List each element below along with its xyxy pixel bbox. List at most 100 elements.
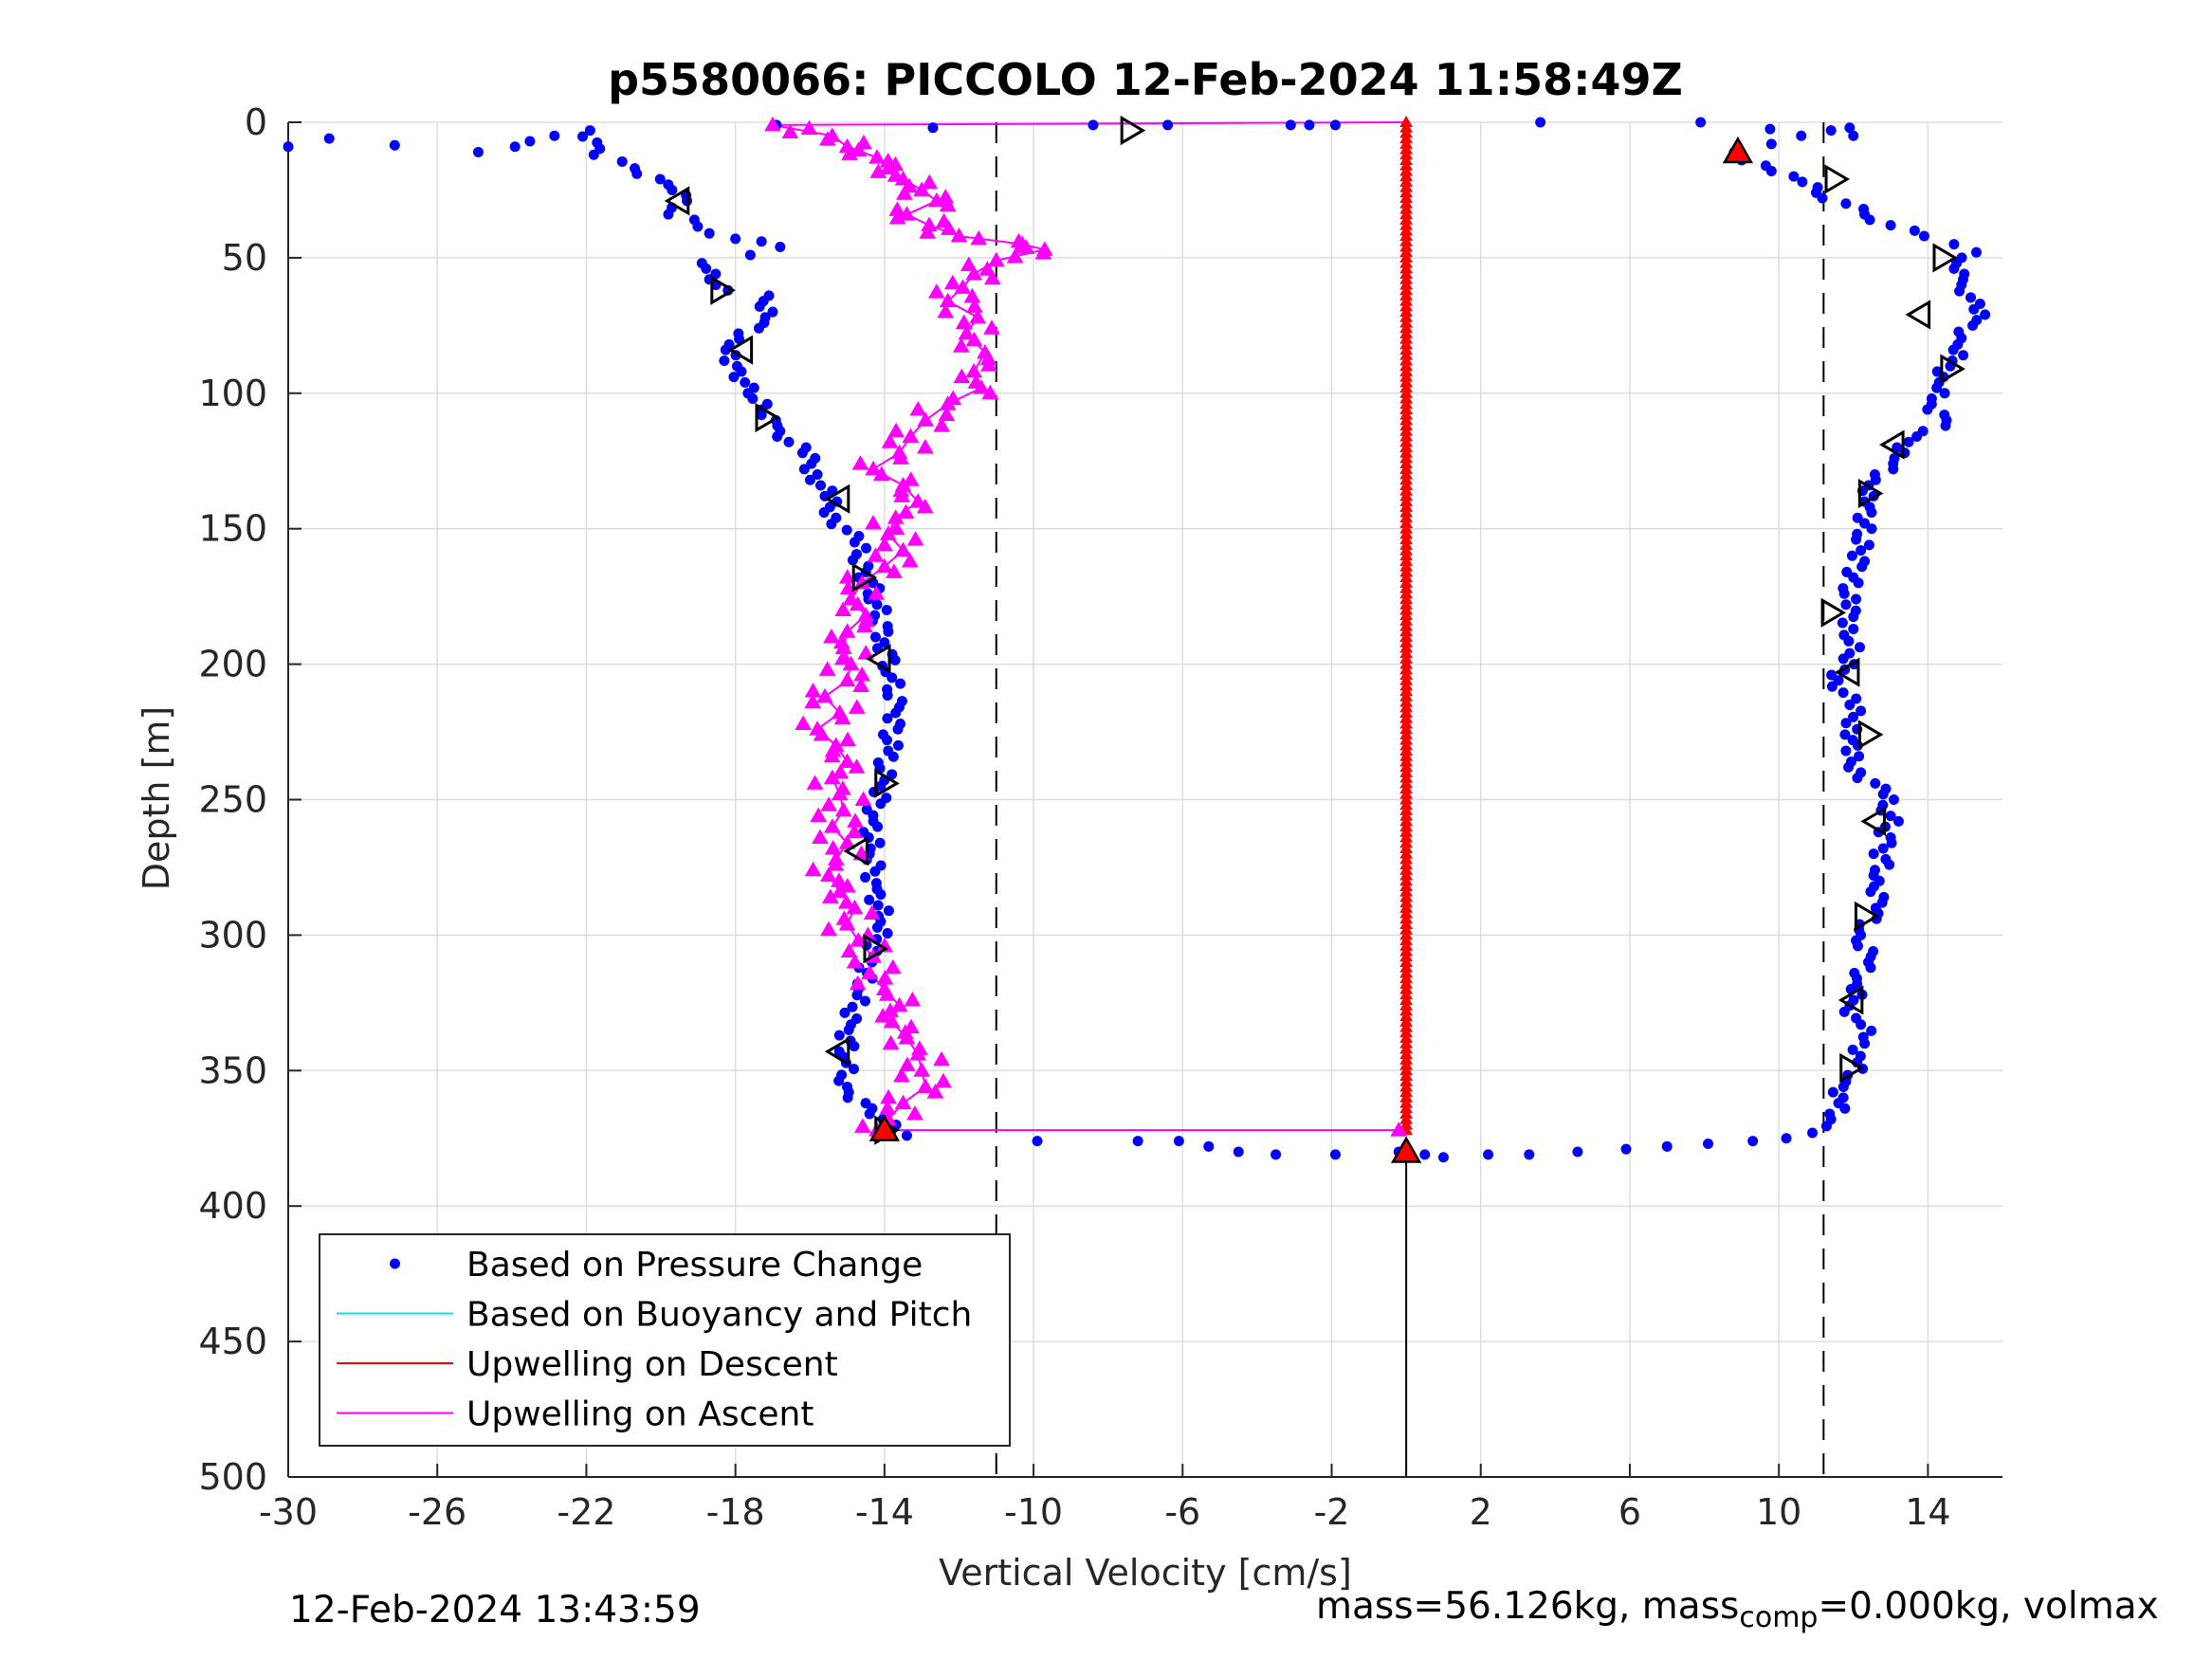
pressure-change-dot — [870, 878, 882, 889]
pressure-change-dot — [1885, 811, 1896, 822]
pressure-change-dot — [1878, 891, 1890, 902]
pressure-change-dot — [1965, 292, 1977, 303]
pressure-change-dot — [1839, 1103, 1851, 1114]
ascent-upwelling-marker — [913, 181, 931, 196]
pressure-change-dot — [860, 871, 871, 883]
ascent-upwelling-marker — [876, 536, 893, 552]
ascent-upwelling-marker — [909, 493, 927, 508]
ascent-upwelling-marker — [894, 1094, 912, 1110]
ascent-upwelling-marker — [869, 163, 887, 178]
ascent-upwelling-marker — [823, 769, 841, 785]
pressure-change-dot — [804, 474, 815, 485]
pressure-change-dot — [1845, 756, 1856, 767]
ascent-upwelling-marker — [879, 525, 897, 540]
pressure-change-dot — [744, 249, 756, 261]
pressure-change-dot — [663, 179, 674, 191]
pressure-change-dot — [1765, 138, 1777, 150]
pressure-change-dot — [584, 125, 595, 137]
pressure-change-dot — [1764, 123, 1776, 135]
ascent-upwelling-marker — [894, 171, 912, 186]
ascent-upwelling-marker — [939, 292, 957, 308]
ascent-upwelling-marker — [901, 552, 919, 568]
pressure-change-dot — [847, 555, 858, 566]
pressure-change-dot — [1661, 1140, 1673, 1152]
ascent-upwelling-marker — [882, 1034, 900, 1050]
pressure-change-dot — [839, 1007, 850, 1018]
ascent-upwelling-marker — [810, 807, 828, 823]
pressure-change-dot — [1781, 1133, 1792, 1144]
ascent-upwelling-marker — [941, 220, 958, 235]
ascent-upwelling-marker — [846, 953, 864, 969]
mass-text: mass=56.126kg, mass — [1316, 1585, 1740, 1628]
ascent-upwelling-marker — [827, 856, 845, 871]
ascent-upwelling-marker — [904, 991, 922, 1007]
pressure-change-dot — [1853, 577, 1864, 589]
pressure-change-dot — [719, 356, 730, 367]
pressure-change-dot — [1304, 119, 1315, 131]
pressure-change-dot — [883, 905, 894, 917]
x-tick-label: -22 — [557, 1491, 615, 1533]
ascent-upwelling-marker — [838, 671, 856, 687]
pressure-change-dot — [841, 524, 852, 536]
ascent-upwelling-marker — [831, 883, 849, 899]
ascent-upwelling-marker — [950, 228, 968, 243]
pressure-change-dot — [882, 713, 893, 724]
ascent-upwelling-marker — [978, 261, 996, 276]
ascent-upwelling-marker — [818, 131, 836, 146]
y-tick-label: 300 — [198, 914, 267, 956]
ascent-upwelling-marker — [921, 173, 939, 190]
sample-marker — [1940, 354, 1965, 384]
ascent-upwelling-marker — [955, 314, 973, 329]
ascent-upwelling-marker — [969, 308, 986, 324]
pressure-change-dot — [1329, 119, 1341, 131]
ascent-upwelling-marker — [927, 283, 945, 299]
ascent-upwelling-marker — [820, 866, 837, 883]
ascent-upwelling-marker — [872, 465, 890, 482]
pressure-change-dot — [1796, 130, 1807, 141]
ascent-upwelling-marker — [958, 324, 976, 340]
x-axis-label: Vertical Velocity [cm/s] — [939, 1552, 1352, 1594]
pressure-change-dot — [1858, 203, 1870, 214]
legend-label: Upwelling on Descent — [466, 1345, 838, 1384]
pressure-change-dot — [728, 372, 740, 383]
pressure-change-dot — [1892, 815, 1904, 827]
pressure-change-dots — [283, 117, 1991, 1163]
pressure-change-dot — [806, 458, 817, 469]
ascent-upwelling-marker — [846, 823, 864, 839]
ascent-upwelling-marker — [896, 185, 913, 200]
ascent-upwelling-marker — [886, 563, 903, 578]
pressure-change-dot — [1695, 117, 1707, 128]
pressure-change-dot — [1847, 1044, 1858, 1055]
ascent-upwelling-marker — [863, 904, 881, 921]
ascent-upwelling-marker — [1390, 1121, 1408, 1137]
pressure-change-dot — [1747, 1136, 1759, 1147]
ascent-upwelling-marker — [893, 1067, 910, 1083]
ascent-upwelling-marker — [879, 986, 896, 1001]
legend-items: Based on Pressure Change Based on Buoyanc… — [337, 1246, 972, 1434]
pressure-change-dot — [1885, 220, 1896, 231]
ascent-upwelling-marker — [852, 677, 870, 692]
pressure-change-dot — [1869, 881, 1880, 892]
footer-mass-info: mass=56.126kg, masscomp=0.000kg, volmax — [1316, 1585, 2159, 1634]
pressure-change-dot — [869, 631, 881, 643]
apogee-marker — [1390, 1136, 1422, 1163]
pressure-change-dot — [879, 637, 890, 648]
sample-marker — [1837, 985, 1864, 1015]
ascent-upwelling-marker — [804, 693, 822, 709]
pressure-change-dot — [1826, 669, 1837, 681]
pressure-change-dot — [895, 678, 906, 689]
pressure-change-dot — [1922, 404, 1933, 415]
ascent-upwelling-marker — [818, 661, 836, 676]
pressure-change-dot — [842, 1092, 853, 1103]
pressure-change-dot — [1851, 935, 1862, 946]
pressure-change-dot — [833, 1030, 845, 1041]
pressure-change-dot — [1329, 1149, 1341, 1160]
ascent-upwelling-marker — [983, 319, 1000, 335]
ascent-upwelling-marker — [823, 747, 841, 763]
pressure-change-dot — [859, 995, 870, 1007]
pressure-change-dot — [1848, 130, 1859, 141]
sample-marker — [755, 402, 781, 433]
legend-label: Upwelling on Ascent — [466, 1395, 814, 1434]
pressure-change-dot — [818, 507, 830, 519]
pressure-change-dot — [1968, 303, 1980, 315]
